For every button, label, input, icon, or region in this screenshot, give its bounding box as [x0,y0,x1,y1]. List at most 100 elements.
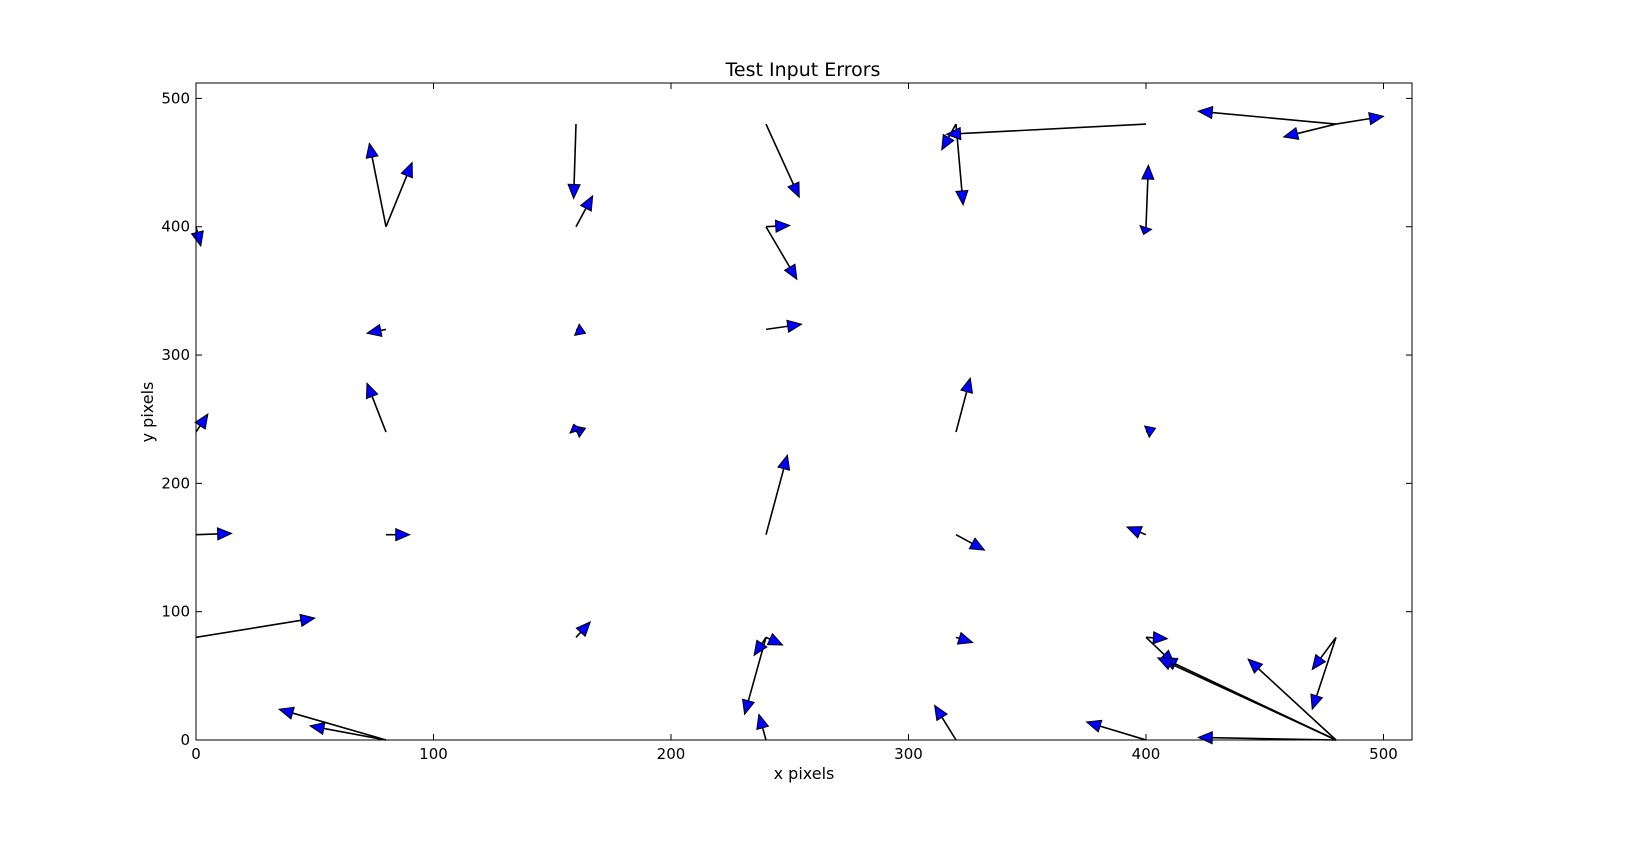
error-arrow [386,527,412,542]
arrow-shaft [765,123,795,185]
plot-frame [195,82,1413,741]
arrow-head [573,323,587,336]
arrow-head [216,527,233,541]
arrow-head [277,706,295,720]
arrow-head [575,621,592,638]
x-axis-label: x pixels [774,764,835,783]
error-arrow [1141,163,1155,227]
arrow-head [365,142,379,159]
arrow-head [941,133,955,151]
arrow-shaft [955,533,973,545]
error-arrow [1143,425,1157,439]
arrow-shaft [1297,123,1337,135]
arrow-head [1143,425,1157,439]
y-tick-label: 200 [161,474,190,492]
arrow-head [299,613,317,628]
error-arrow [277,706,387,741]
x-tick-label: 300 [894,745,923,763]
error-arrow [308,721,387,741]
arrow-head [1310,693,1324,711]
arrow-shaft [385,175,408,228]
arrow-shaft [195,619,302,639]
y-axis-label: y pixels [138,382,157,443]
arrow-head [1085,719,1103,733]
arrow-head [766,632,784,646]
error-arrow [1335,112,1385,126]
error-arrow [1125,526,1147,539]
arrow-shaft [765,636,771,640]
error-arrow [765,219,792,233]
arrow-shaft [765,325,788,331]
error-arrow [385,161,413,228]
arrow-shaft [765,226,791,268]
error-arrow [765,123,800,199]
arrow-head [774,219,792,233]
error-arrow [765,226,798,281]
arrow-shaft [761,636,767,645]
arrow-shaft [1319,636,1337,659]
arrow-head [933,704,948,722]
arrow-head [756,713,770,731]
error-arrow [1156,657,1337,741]
arrow-shaft [1170,663,1337,741]
arrow-head [1196,105,1214,120]
error-arrow [945,123,1147,141]
x-tick-label: 200 [657,745,686,763]
arrow-layer [190,105,1385,745]
arrow-head [955,189,969,207]
error-arrow [1085,719,1147,741]
arrow-head [960,376,974,394]
error-arrow [933,704,957,741]
arrow-shaft [765,225,776,228]
error-arrow [365,142,387,227]
error-arrow [365,382,387,433]
arrow-head [579,194,594,212]
y-tick-label: 500 [161,89,190,107]
error-arrow [753,636,768,657]
error-arrow [955,533,986,551]
x-tick-label: 500 [1369,745,1398,763]
arrow-shaft [575,631,582,638]
x-tick-label: 400 [1132,745,1161,763]
arrow-head [365,382,379,400]
arrow-shaft [941,716,957,741]
arrow-shaft [371,396,387,433]
x-tick-label: 0 [191,745,201,763]
error-arrow [1247,658,1337,741]
arrow-shaft [1315,637,1337,697]
arrow-shaft [761,727,767,741]
error-arrow [569,423,583,434]
y-tick-label: 400 [161,218,190,236]
arrow-head [395,527,412,542]
error-arrow [756,713,770,741]
plot-area [196,83,1412,740]
error-arrow [1310,637,1337,711]
arrow-shaft [1145,636,1165,656]
error-arrow [195,613,317,639]
error-arrow [765,632,784,646]
arrow-head [741,698,756,716]
arrow-head [753,639,768,657]
error-arrow [1282,123,1337,140]
arrow-head [1282,126,1300,140]
arrow-head [1141,163,1155,180]
arrow-head [365,323,383,337]
y-tick-label: 300 [161,346,190,364]
arrow-head [194,413,209,430]
error-arrow [575,621,592,638]
arrow-head [787,181,800,199]
arrow-shaft [1099,725,1147,741]
arrow-head [777,453,791,471]
arrow-head [1156,657,1174,671]
arrow-shaft [1139,531,1147,536]
arrow-shaft [195,425,201,433]
arrow-head [956,631,974,645]
arrow-shaft [1212,111,1337,125]
error-arrow [1311,636,1337,671]
y-tick-label: 100 [161,603,190,621]
error-arrow [194,413,209,433]
tick-layer: 0 100 200 300 400 500 0 100 200 300 400 500 [161,83,1412,763]
error-arrow [955,631,974,645]
arrow-head [400,161,413,179]
